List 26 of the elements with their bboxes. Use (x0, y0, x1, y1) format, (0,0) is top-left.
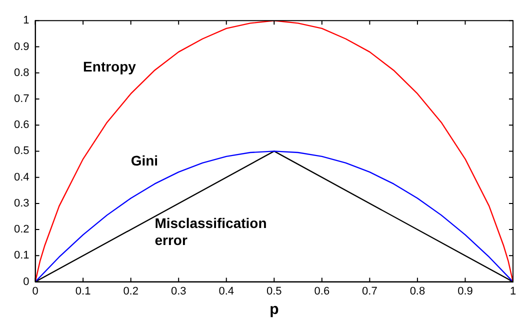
x-tick-label: 0.8 (410, 285, 426, 298)
series-label: Misclassification error (154, 215, 267, 248)
y-tick-label: 1 (23, 14, 30, 27)
x-tick-label: 0.7 (362, 285, 378, 298)
x-tick-label: 0.6 (314, 285, 330, 298)
y-tick-label: 0.5 (14, 145, 30, 158)
x-tick-label: 0.9 (458, 285, 473, 298)
x-tick-label: 0.5 (266, 285, 282, 298)
x-tick-label: 0.2 (123, 285, 138, 298)
y-tick-label: 0.1 (14, 250, 30, 262)
x-tick-label: 0.4 (218, 285, 234, 298)
x-tick-label: 0.1 (75, 285, 91, 298)
y-tick-label: 0.6 (14, 119, 30, 132)
series-label: Gini (130, 152, 158, 169)
y-tick-label: 0.2 (14, 224, 30, 236)
x-tick-label: 0.3 (170, 285, 186, 298)
y-tick-label: 0 (23, 276, 30, 288)
y-tick-label: 0.3 (14, 197, 30, 210)
y-tick-label: 0.9 (14, 40, 30, 53)
x-tick-label: 0 (32, 285, 38, 298)
y-tick-label: 0.7 (14, 92, 30, 105)
series-label: Entropy (83, 58, 136, 74)
y-tick-label: 0.8 (14, 66, 30, 79)
y-tick-label: 0.4 (14, 171, 30, 184)
x-tick-label: 1 (510, 285, 516, 298)
x-axis-title: p (270, 301, 279, 318)
